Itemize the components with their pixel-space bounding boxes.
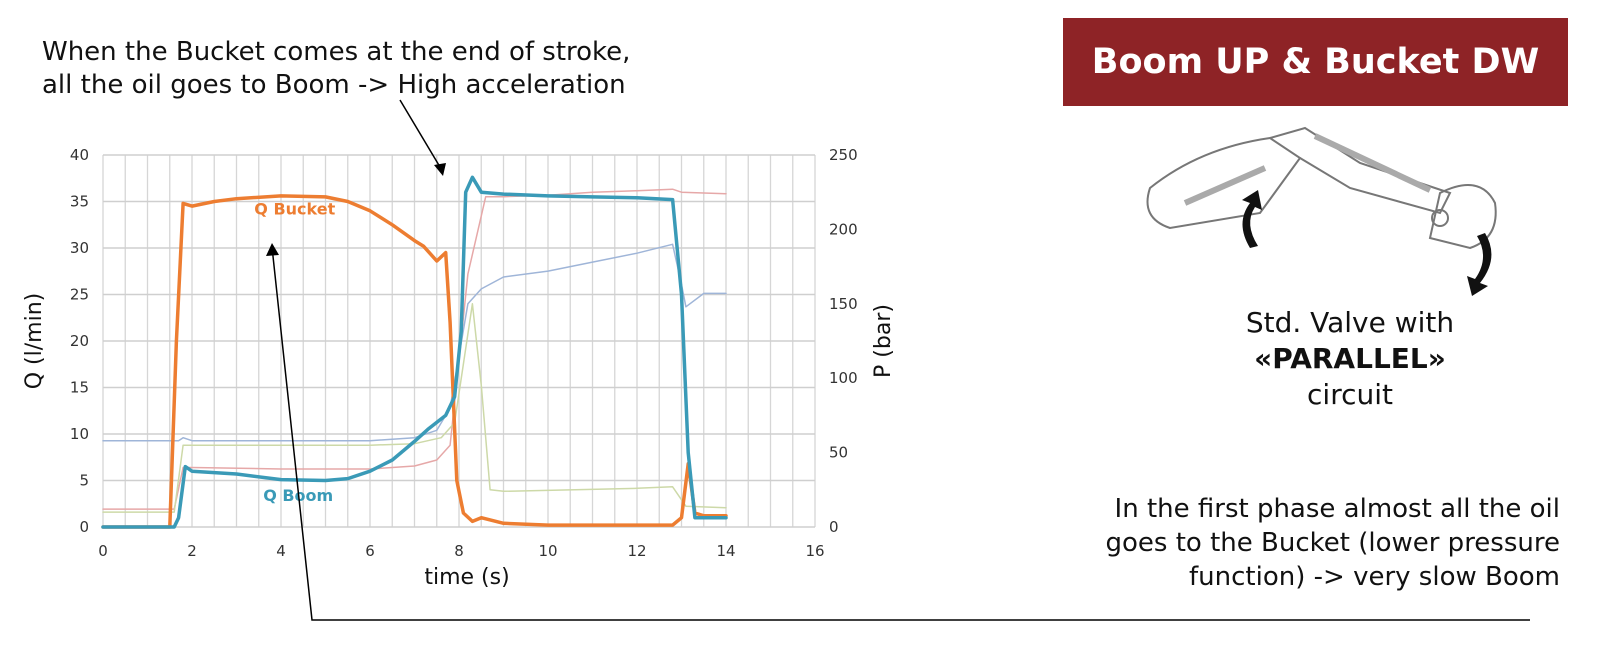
- y2-tick-label: 200: [829, 220, 858, 238]
- arrowhead-icon: [434, 163, 446, 176]
- series-label-bucket: Q Bucket: [254, 200, 335, 219]
- annotation-bottom: In the first phase almost all the oil go…: [1105, 494, 1560, 592]
- x-axis-label: time (s): [424, 565, 509, 590]
- x-tick-label: 8: [454, 542, 464, 560]
- y-tick-label: 20: [70, 332, 89, 350]
- title-banner: Boom UP & Bucket DW: [1063, 18, 1568, 106]
- y-tick-label: 0: [79, 518, 89, 536]
- x-tick-label: 12: [627, 542, 646, 560]
- y2-tick-label: 150: [829, 295, 858, 313]
- x-tick-label: 6: [365, 542, 375, 560]
- excavator-arm-illustration: [1146, 126, 1497, 296]
- y-tick-label: 30: [70, 239, 89, 257]
- y2-tick-label: 50: [829, 444, 848, 462]
- annotation-arrow-bottom: [271, 246, 1530, 621]
- valve-line1: Std. Valve with: [1245, 306, 1455, 339]
- title-text: Boom UP & Bucket DW: [1091, 42, 1540, 82]
- x-tick-label: 2: [187, 542, 197, 560]
- x-tick-label: 0: [98, 542, 108, 560]
- annotation-arrow-top: [399, 99, 444, 173]
- valve-description: Std. Valve with «PARALLEL» circuit: [1215, 305, 1485, 413]
- x-tick-label: 10: [538, 542, 557, 560]
- y2-axis-label: P (bar): [871, 304, 896, 378]
- y-tick-label: 40: [70, 146, 89, 164]
- bucket-down-arrow-icon: [1467, 233, 1492, 296]
- y2-tick-label: 100: [829, 369, 858, 387]
- chart-grid: [102, 154, 816, 528]
- valve-line2: «PARALLEL»: [1254, 342, 1446, 375]
- arrowhead-icon: [266, 243, 279, 256]
- y-tick-label: 25: [70, 286, 89, 304]
- y-tick-label: 10: [70, 425, 89, 443]
- valve-line3: circuit: [1307, 378, 1393, 411]
- y2-tick-label: 0: [829, 518, 839, 536]
- annotation-top: When the Bucket comes at the end of stro…: [42, 37, 631, 100]
- x-tick-label: 4: [276, 542, 286, 560]
- series-line: [101, 175, 728, 529]
- boom-up-arrow-icon: [1242, 190, 1262, 248]
- y2-tick-label: 250: [829, 146, 858, 164]
- y-tick-label: 35: [70, 193, 89, 211]
- chart-axes: 0 2 4 6 8 10 12 14 16 0 5 10 15 20 25 30 35 40 0 50 100 150 20…: [22, 146, 896, 590]
- series-line: [101, 194, 728, 529]
- y-tick-label: 5: [79, 472, 89, 490]
- y-axis-label: Q (l/min): [22, 293, 47, 390]
- chart-series: [101, 175, 728, 529]
- y-tick-label: 15: [70, 379, 89, 397]
- x-tick-label: 14: [716, 542, 735, 560]
- x-tick-label: 16: [805, 542, 824, 560]
